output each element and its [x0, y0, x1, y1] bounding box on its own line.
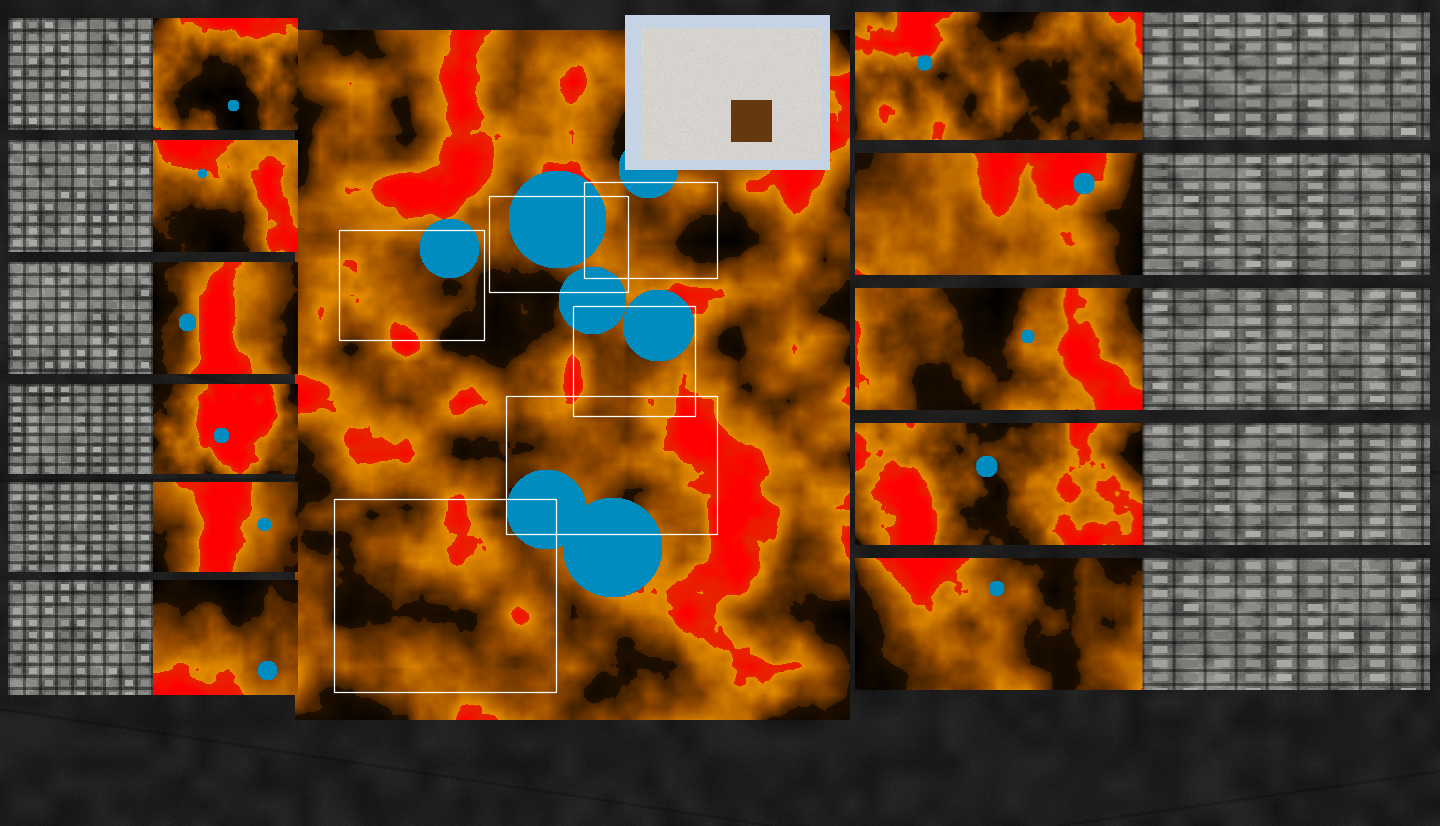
- Text: 2 km: 2 km: [665, 721, 694, 731]
- Text: Norwalk High School: Norwalk High School: [1287, 303, 1424, 316]
- Bar: [505, 396, 717, 534]
- Text: 0: 0: [566, 721, 573, 731]
- Text: Bellflower Apartments: Bellflower Apartments: [1276, 438, 1424, 451]
- Text: Ralph's Distribution: Ralph's Distribution: [1293, 573, 1424, 586]
- Text: 1: 1: [622, 721, 628, 731]
- Text: Stonewood Center: Stonewood Center: [1300, 168, 1424, 181]
- Bar: [583, 182, 717, 278]
- Text: 5 km: 5 km: [436, 721, 464, 731]
- Text: 0: 0: [307, 721, 314, 731]
- Text: Left Insets: Left Insets: [350, 757, 410, 770]
- Text: Right Insets: Right Insets: [590, 757, 660, 770]
- Bar: [340, 230, 484, 340]
- Text: Bell High School: Bell High School: [1316, 27, 1424, 40]
- Bar: [490, 196, 628, 292]
- Bar: [334, 499, 556, 692]
- Bar: [573, 306, 694, 416]
